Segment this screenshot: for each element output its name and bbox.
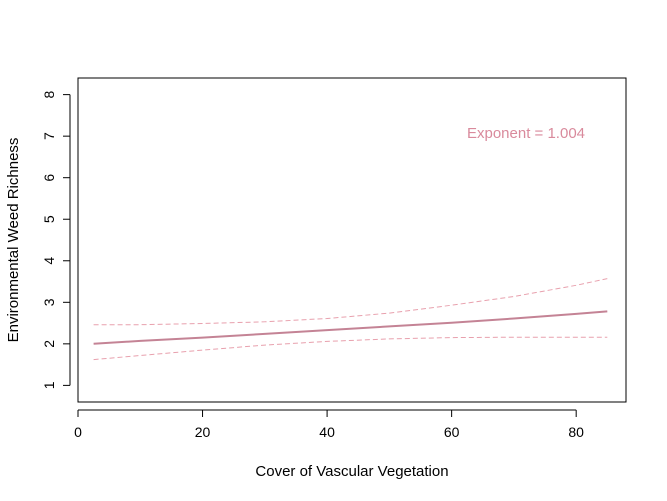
x-tick-label: 80 — [568, 424, 584, 440]
y-tick-label: 8 — [41, 91, 57, 99]
y-tick-label: 2 — [41, 340, 57, 348]
lower-bound-line — [93, 336, 608, 361]
x-tick-label: 0 — [74, 424, 82, 440]
fit-line — [93, 310, 608, 345]
plot-frame — [77, 77, 627, 403]
upper-bound-line — [93, 278, 608, 326]
series-layer — [93, 278, 608, 361]
x-tick-label: 40 — [319, 424, 335, 440]
y-tick-label: 7 — [41, 132, 57, 140]
x-axis-title: Cover of Vascular Vegetation — [255, 463, 448, 480]
y-tick-label: 6 — [41, 174, 57, 182]
x-tick-label: 60 — [444, 424, 460, 440]
y-tick-label: 1 — [41, 381, 57, 389]
x-axis: 0 20 40 60 80 — [74, 409, 584, 440]
y-axis-title: Environmental Weed Richness — [5, 138, 22, 343]
x-tick-label: 20 — [195, 424, 211, 440]
y-tick-label: 3 — [41, 298, 57, 306]
y-axis: 1 2 3 4 5 6 7 8 — [41, 91, 71, 389]
annotation-exponent: Exponent = 1.004 — [467, 125, 585, 142]
y-tick-label: 5 — [41, 215, 57, 223]
y-tick-label: 4 — [41, 257, 57, 265]
